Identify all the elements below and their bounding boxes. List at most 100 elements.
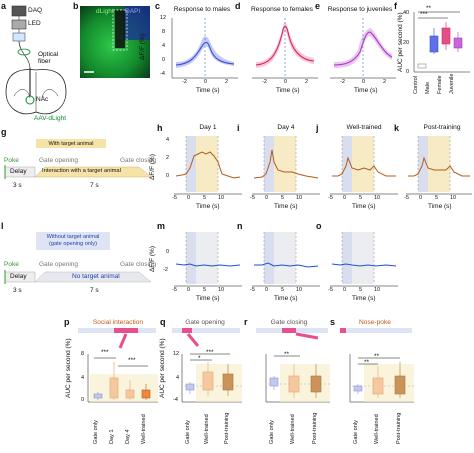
q-star-1: *** — [206, 349, 214, 356]
xtick-m-a: -5 — [172, 287, 177, 293]
xlabel-c: Time (s) — [196, 87, 220, 94]
f-star-2: *** — [420, 11, 428, 18]
xtick-j-b: 0 — [343, 195, 347, 201]
s-cat-3: Post-training — [396, 412, 402, 444]
l-no-target: No target animal — [72, 273, 120, 280]
title-r: Gate closing — [270, 319, 308, 326]
tick-c-1: 12 — [160, 15, 167, 21]
tick-c-5: -4 — [160, 71, 165, 77]
panel-letter-r: r — [244, 317, 248, 327]
panel-letter-d: d — [235, 1, 241, 11]
r-cat-1: Gate only — [269, 420, 275, 444]
xtick-n-d: 10 — [296, 287, 303, 293]
q-tick-4: 4 — [176, 375, 180, 381]
l-t2: 7 s — [90, 287, 99, 294]
r-cat-2: Well-trained — [290, 414, 296, 444]
panel-letter-i: i — [237, 123, 240, 133]
l-header-line2: (gate opening only) — [49, 241, 97, 247]
xtick-k-d: 10 — [450, 195, 457, 201]
h-tick-0: 0 — [166, 173, 170, 179]
panel-letter-j: j — [316, 123, 319, 133]
xtick-h-b: 0 — [187, 195, 191, 201]
p-tick-4: 4 — [81, 375, 85, 381]
f-cat-juvenile: Juvenile — [449, 73, 455, 94]
h-tick-2: 2 — [166, 155, 170, 161]
histology-title: dLight — [96, 8, 114, 15]
h-ylabel: ΔF/F (%) — [149, 153, 156, 180]
fiber-track — [115, 10, 125, 48]
xlabel-o: Time (s) — [352, 295, 376, 302]
xtick-j-c: 5 — [359, 195, 363, 201]
histology-dapi: DAPI — [125, 8, 141, 15]
xtick-d-2: 0 — [284, 79, 288, 85]
boxplot-r — [256, 328, 330, 403]
p-ylabel: AUC per second (%) — [65, 338, 72, 398]
xlabel-m: Time (s) — [196, 295, 220, 302]
f-cat-male: Male — [425, 81, 431, 94]
trace-i — [252, 136, 320, 195]
xtick-o-b: 0 — [343, 287, 347, 293]
xtick-d-3: 2 — [305, 79, 309, 85]
xtick-h-a: -5 — [172, 195, 177, 201]
xtick-d-1: -2 — [262, 79, 267, 85]
sensor-label: AAV-dLight — [34, 115, 67, 122]
q-tick-m4: -4 — [173, 397, 178, 403]
boxplot-q — [172, 328, 242, 403]
boxplot-f — [413, 11, 470, 73]
panel-letter-p: p — [64, 317, 70, 327]
s-cat-2: Well-trained — [374, 414, 380, 444]
m-tick-m2: -2 — [163, 267, 168, 273]
trace-o — [330, 232, 398, 287]
fiber-coil — [17, 48, 31, 56]
xtick-m-d: 10 — [218, 287, 225, 293]
boxplot-p — [78, 328, 158, 403]
p-star-2: *** — [128, 357, 136, 364]
l-t1: 3 s — [13, 287, 22, 294]
title-c: Response to males — [173, 6, 231, 13]
xtick-m-b: 0 — [187, 287, 191, 293]
h-tick-4: 4 — [166, 137, 170, 143]
g-interaction: Interaction with a target animal — [42, 168, 121, 174]
tick-c-4: 0 — [162, 57, 166, 63]
led-label: LED — [28, 20, 41, 27]
xtick-n-c: 5 — [281, 287, 285, 293]
xtick-i-b: 0 — [265, 195, 269, 201]
filter-cube — [12, 32, 26, 42]
trace-e — [330, 18, 396, 79]
fiber-label: Optical fiber — [38, 51, 59, 66]
p-cat-1: Gate only — [93, 420, 99, 444]
panel-letter-f: f — [394, 1, 397, 11]
title-e: Response to juveniles — [327, 6, 393, 13]
xtick-j-d: 10 — [374, 195, 381, 201]
g-gate-close: Gate closing — [120, 157, 157, 164]
p-tick-0: 0 — [81, 397, 85, 403]
l-poke: Poke — [4, 261, 19, 268]
xtick-i-c: 5 — [281, 195, 285, 201]
s-star-2: ** — [364, 359, 370, 366]
trace-n — [252, 232, 320, 287]
l-delay: Delay — [10, 273, 27, 280]
g-gate-open: Gate opening — [39, 157, 79, 164]
xlabel-i: Time (s) — [274, 203, 298, 210]
l-header-line1: Without target animal — [46, 234, 100, 241]
s-cat-1: Gate only — [353, 420, 359, 444]
p-cat-3: Day 4 — [125, 429, 131, 444]
l-gate-open: Gate opening — [39, 261, 79, 268]
l-timeline — [4, 270, 152, 284]
q-cat-3: Post-training — [224, 412, 230, 444]
title-j: Well-trained — [346, 124, 382, 131]
histology-image — [80, 6, 150, 78]
title-i: Day 4 — [277, 124, 295, 131]
p-tick-8: 8 — [81, 351, 85, 357]
panel-letter-h: h — [157, 123, 163, 133]
xlabel-k: Time (s) — [428, 203, 452, 210]
trace-m — [174, 232, 242, 287]
xtick-e-1: -2 — [340, 79, 345, 85]
panel-letter-k: k — [394, 123, 400, 133]
xtick-c-2: 0 — [204, 79, 208, 85]
g-delay: Delay — [10, 168, 27, 175]
xtick-e-3: 2 — [383, 79, 387, 85]
q-tick-12: 12 — [173, 351, 180, 357]
m-tick-0: 0 — [166, 249, 170, 255]
xtick-j-a: -5 — [328, 195, 333, 201]
